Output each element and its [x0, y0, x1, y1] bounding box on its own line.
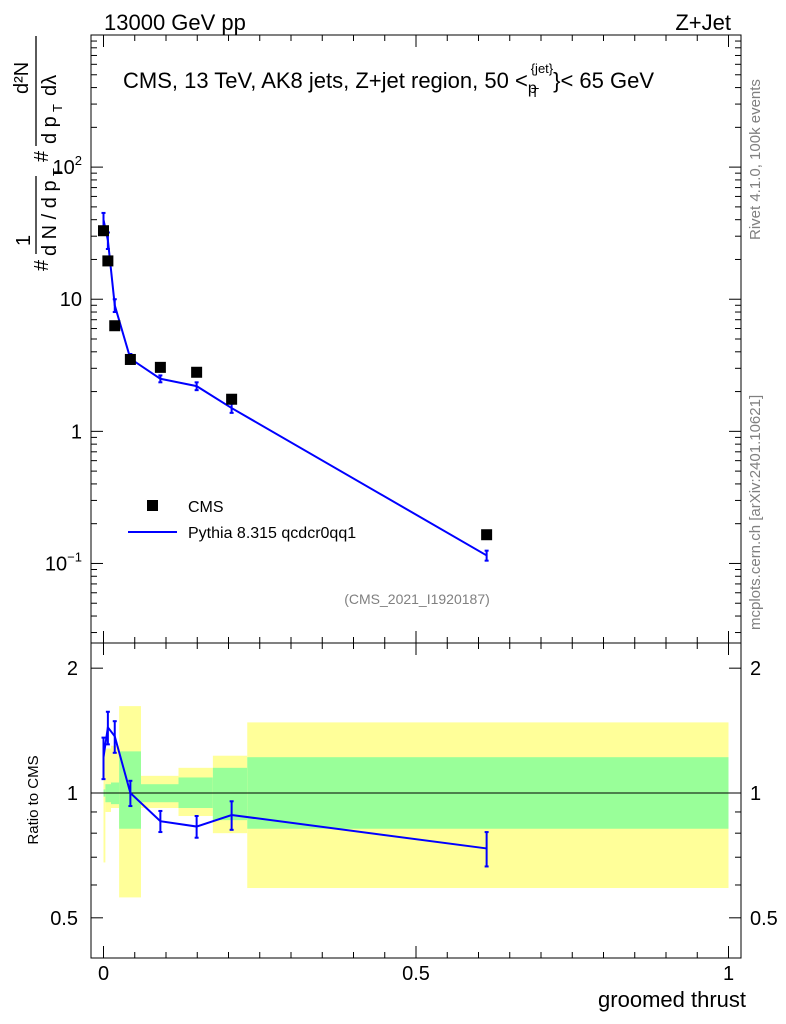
main-ytick-label: 10−1 — [45, 549, 82, 575]
main-plot: 10−1 1 10 102 CMS, 13 TeV, AK8 jets, Z+jet … — [45, 34, 742, 644]
cms-data-point — [154, 361, 166, 373]
cms-data-point — [109, 320, 121, 332]
cms-data-point — [98, 225, 109, 237]
ratio-ytick-label-right: 2 — [750, 658, 761, 680]
ratio-ylabel: Ratio to CMS — [25, 755, 42, 844]
analysis-tag: (CMS_2021_I1920187) — [344, 591, 490, 607]
cms-data-point — [124, 353, 136, 365]
plot-title-sub: T — [531, 85, 539, 100]
legend-mc-label: Pythia 8.315 qcdcr0qq1 — [188, 525, 356, 542]
ratio-axis-ticks: 0.5 0.5 1 1 2 2 — [50, 643, 778, 958]
header-right: Z+Jet — [675, 10, 731, 35]
x-tick-label: 1 — [723, 963, 734, 985]
ratio-data-layer — [101, 710, 489, 868]
ratio-ytick-label-left: 1 — [67, 783, 78, 805]
ylabel-hash-2: # — [31, 150, 53, 162]
main-ytick-label: 10 — [60, 289, 82, 311]
plot-title: CMS, 13 TeV, AK8 jets, Z+jet region, 50 … — [123, 61, 654, 100]
x-tick-labels: 0 0.5 1 — [98, 963, 734, 985]
ratio-plot: 0.5 0.5 1 1 2 2 — [50, 642, 778, 959]
mcplots-label: mcplots.cern.ch [arXiv:2401.10621] — [747, 395, 764, 630]
legend-cms-label: CMS — [188, 499, 224, 516]
cms-data-point — [481, 529, 493, 541]
ratio-bands — [103, 706, 729, 898]
ratio-band-outer — [111, 745, 120, 809]
plot-title-sup: {jet} — [531, 61, 554, 76]
plot-title-suffix: }< 65 GeV — [553, 68, 654, 93]
legend-cms-marker — [147, 500, 158, 511]
ratio-band-inner — [212, 767, 248, 821]
x-tick-label: 0 — [98, 963, 109, 985]
legend: CMS Pythia 8.315 qcdcr0qq1 — [128, 499, 356, 542]
rivet-label: Rivet 4.1.0, 100k events — [747, 79, 764, 240]
plot-title-prefix: CMS, 13 TeV, AK8 jets, Z+jet region, 50 … — [123, 68, 528, 93]
ylabel-hash-1: # — [31, 259, 53, 271]
main-axis-ticks: 10−1 1 10 102 — [45, 35, 741, 643]
x-axis-label: groomed thrust — [598, 987, 746, 1012]
main-ytick-label: 102 — [53, 153, 82, 179]
main-data-layer — [98, 211, 493, 562]
cms-data-point — [226, 393, 238, 405]
main-ytick-label: 1 — [71, 421, 82, 443]
ratio-ytick-label-right: 1 — [750, 783, 761, 805]
ylabel-dn: d N / d p — [39, 180, 61, 256]
ylabel-dp: d p — [39, 116, 61, 144]
ylabel-d2n: d²N — [11, 62, 33, 94]
ratio-band-outer — [105, 748, 111, 812]
ratio-ytick-label-right: 0.5 — [750, 908, 778, 930]
ylabel-one: 1 — [13, 235, 35, 246]
ylabel-t1: T — [50, 168, 65, 176]
cms-data-point — [191, 366, 203, 378]
ratio-band-outer — [103, 748, 106, 863]
ylabel-dl: dλ — [39, 75, 61, 96]
ylabel-t2: T — [50, 104, 65, 112]
main-ylabel: # 1 d N / d p T # d²N d p T dλ — [11, 36, 65, 271]
ratio-ytick-label-left: 2 — [67, 658, 78, 680]
header-left: 13000 GeV pp — [104, 10, 246, 35]
ratio-line — [102, 724, 487, 850]
plot-title-p: p — [528, 80, 537, 97]
x-tick-label: 0.5 — [402, 963, 430, 985]
mc-line — [102, 219, 488, 557]
cms-data-point — [102, 255, 114, 267]
ratio-ytick-label-left: 0.5 — [50, 908, 78, 930]
main-frame — [90, 34, 742, 644]
